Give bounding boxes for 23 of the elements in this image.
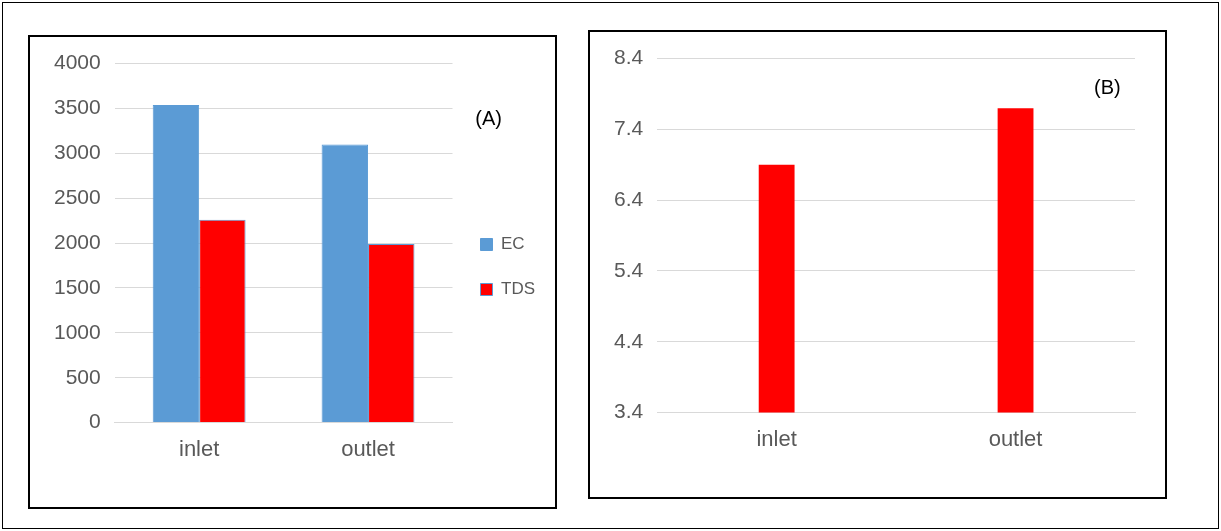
legend-label: EC bbox=[501, 234, 525, 254]
y-tick-label: 6.4 bbox=[613, 187, 644, 210]
y-tick-label: 7.4 bbox=[613, 116, 644, 140]
y-tick-label: 4000 bbox=[54, 50, 101, 74]
x-tick-label: inlet bbox=[178, 435, 220, 461]
y-tick-label: 4.4 bbox=[613, 328, 644, 352]
y-tick-label: 3.4 bbox=[613, 399, 644, 423]
text: (A) bbox=[475, 106, 502, 129]
legend-label: TDS bbox=[501, 279, 535, 299]
y-tick-label: 2500 bbox=[54, 185, 101, 209]
y-tick-label: 3000 bbox=[54, 140, 101, 164]
y-tick-label: 3500 bbox=[54, 95, 101, 119]
y-tick-label: 8.4 bbox=[613, 45, 644, 69]
y-tick-label: 2000 bbox=[54, 229, 101, 253]
y-tick-label: 5.4 bbox=[613, 257, 644, 281]
x-tick-label: outlet bbox=[341, 435, 395, 461]
y-tick-label: 500 bbox=[65, 364, 101, 388]
y-tick-label: 1500 bbox=[54, 274, 101, 298]
annotation: (B) bbox=[1093, 76, 1121, 98]
x-tick-label: inlet bbox=[756, 425, 797, 451]
x-tick-label: outlet bbox=[988, 425, 1043, 451]
y-tick-label: 0 bbox=[89, 409, 101, 433]
y-tick-label: 1000 bbox=[54, 319, 101, 343]
